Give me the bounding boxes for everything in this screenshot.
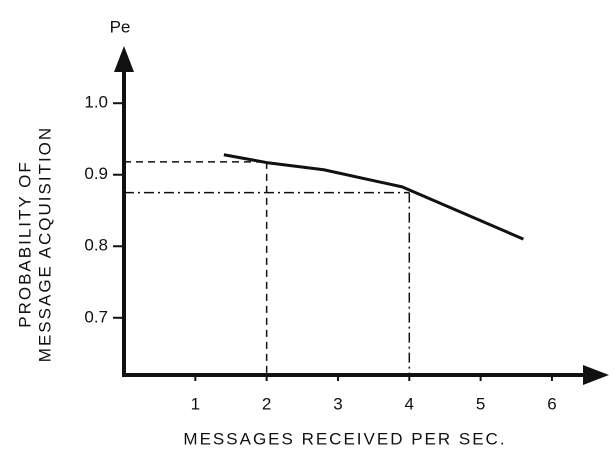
y-axis-arrow (114, 46, 134, 72)
y-tick-label: 1.0 (84, 93, 108, 112)
x-tick-label: 5 (476, 394, 485, 413)
x-tick-label: 4 (405, 394, 414, 413)
x-axis-title: MESSAGES RECEIVED PER SEC. (183, 429, 506, 448)
y-axis-symbol: Pe (110, 17, 131, 36)
x-tick-label: 6 (547, 394, 556, 413)
x-axis-arrow (583, 365, 609, 385)
y-tick-label: 0.7 (84, 307, 108, 326)
data-line (223, 153, 525, 241)
y-axis-title: PROBABILITY OF (15, 160, 34, 328)
x-tick-label: 3 (333, 394, 342, 413)
x-tick-label: 1 (191, 394, 200, 413)
y-axis-title: MESSAGE ACQUISITION (35, 126, 54, 362)
y-tick-label: 0.9 (84, 164, 108, 183)
x-tick-label: 2 (262, 394, 271, 413)
y-tick-label: 0.8 (84, 236, 108, 255)
